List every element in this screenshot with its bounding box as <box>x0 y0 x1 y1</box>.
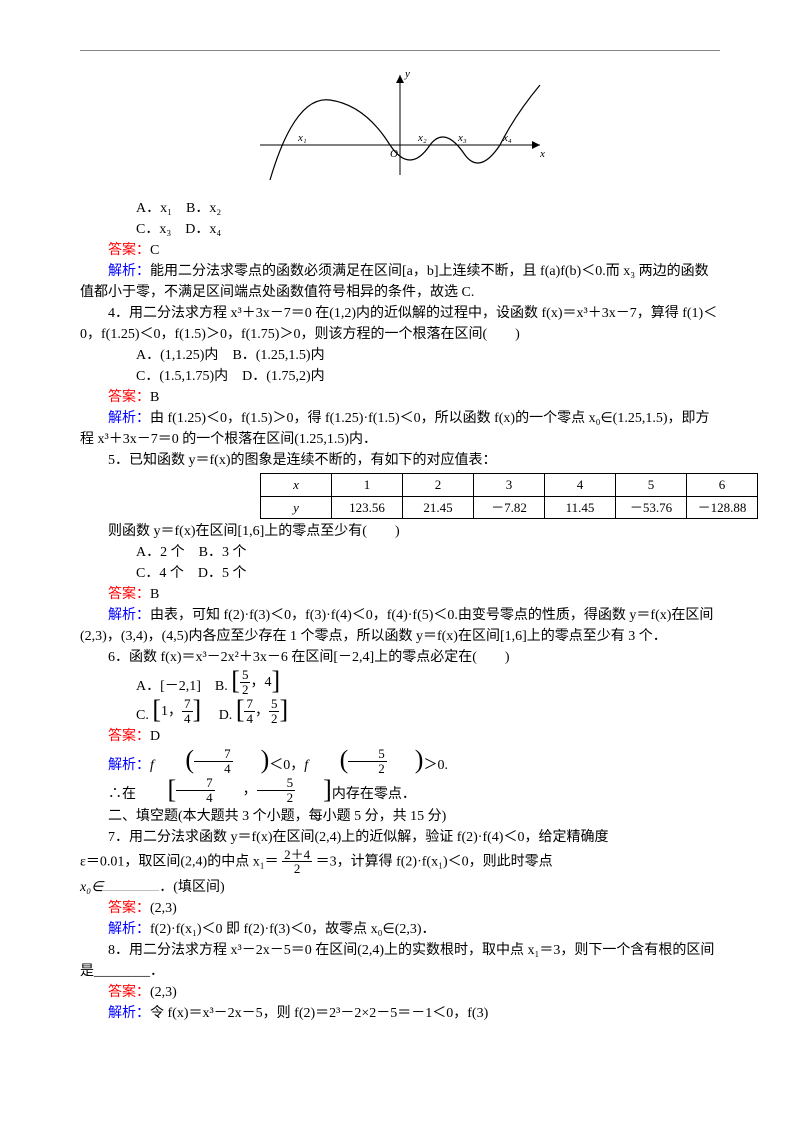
q5-explain: 解析：由表，可知 f(2)·f(3)＜0，f(3)·f(4)＜0，f(4)·f(… <box>80 605 720 647</box>
q4-answer: 答案：B <box>80 387 720 408</box>
q6-opts-row2: C. [1，74] D. [74，52] <box>136 697 720 726</box>
q3-optD: D．x₄ <box>185 222 221 237</box>
q5-stem: 5．已知函数 y＝f(x)的图象是连续不断的，有如下的对应值表： <box>80 450 720 471</box>
q5-answer: 答案：B <box>80 584 720 605</box>
q3-answer: 答案：C <box>80 240 720 261</box>
svg-text:x₂: x₂ <box>417 132 427 144</box>
q4-explain: 解析：由 f(1.25)＜0，f(1.5)＞0，得 f(1.25)·f(1.5)… <box>80 408 720 450</box>
svg-text:x: x <box>539 148 545 160</box>
section2: 二、填空题(本大题共 3 个小题，每小题 5 分，共 15 分) <box>80 806 720 827</box>
q3-opts: A．x₁ B．x₂ C．x₃ D．x₄ <box>136 198 720 240</box>
q6-answer: 答案：D <box>80 726 720 747</box>
q6-explain1: 解析：f (74)＜0，f (52)＞0. <box>80 747 720 776</box>
q7-explain: 解析：f(2)·f(x₁)＜0 即 f(2)·f(3)＜0，故零点 x₀∈(2,… <box>80 919 720 940</box>
q3-optB: B．x₂ <box>186 201 221 216</box>
svg-text:x₁: x₁ <box>297 132 307 144</box>
q8-answer: 答案：(2,3) <box>80 982 720 1003</box>
q3-graph: y x O x₁ x₂ x₃ x₄ <box>80 65 720 192</box>
q3-optC: C．x₃ <box>136 222 171 237</box>
svg-text:y: y <box>404 68 410 80</box>
q3-explain: 解析：能用二分法求零点的函数必须满足在区间[a，b]上连续不断，且 f(a)f(… <box>80 261 720 303</box>
q5-table: x 123456 y 123.5621.45－7.8211.45－53.76－1… <box>260 473 758 519</box>
q8-explain: 解析：令 f(x)＝x³－2x－5，则 f(2)＝2³－2×2－5＝－1＜0，f… <box>80 1003 720 1024</box>
q8-stem: 8．用二分法求方程 x³－2x－5＝0 在区间(2,4)上的实数根时，取中点 x… <box>80 940 720 982</box>
q6-opts-row1: A．[－2,1] B. [52，4] <box>136 668 720 697</box>
q5-opts: A．2 个 B．3 个 C．4 个 D．5 个 <box>136 542 720 584</box>
q4-stem: 4．用二分法求方程 x³＋3x－7＝0 在(1,2)内的近似解的过程中，设函数 … <box>80 303 720 345</box>
svg-text:x₄: x₄ <box>502 132 512 144</box>
q7-line3: x₀∈．(填区间) <box>80 876 720 898</box>
q3-optA: A．x₁ <box>136 201 172 216</box>
q6-stem: 6．函数 f(x)＝x³－2x²＋3x－6 在区间[－2,4]上的零点必定在( … <box>80 647 720 668</box>
q7-line2: ε＝0.01，取区间(2,4)的中点 x₁＝ 2＋42 ＝3，计算得 f(2)·… <box>80 848 720 876</box>
svg-text:x₃: x₃ <box>457 132 467 144</box>
q7-blank <box>103 876 159 891</box>
q6-explain2: ∴在 [74，52]内存在零点． <box>80 776 720 805</box>
q5-post: 则函数 y＝f(x)在区间[1,6]上的零点至少有( ) <box>80 521 720 542</box>
q7-stem: 7．用二分法求函数 y＝f(x)在区间(2,4)上的近似解，验证 f(2)·f(… <box>80 827 720 848</box>
q7-answer: 答案：(2,3) <box>80 898 720 919</box>
q4-opts: A．(1,1.25)内 B．(1.25,1.5)内 C．(1.5,1.75)内 … <box>136 345 720 387</box>
